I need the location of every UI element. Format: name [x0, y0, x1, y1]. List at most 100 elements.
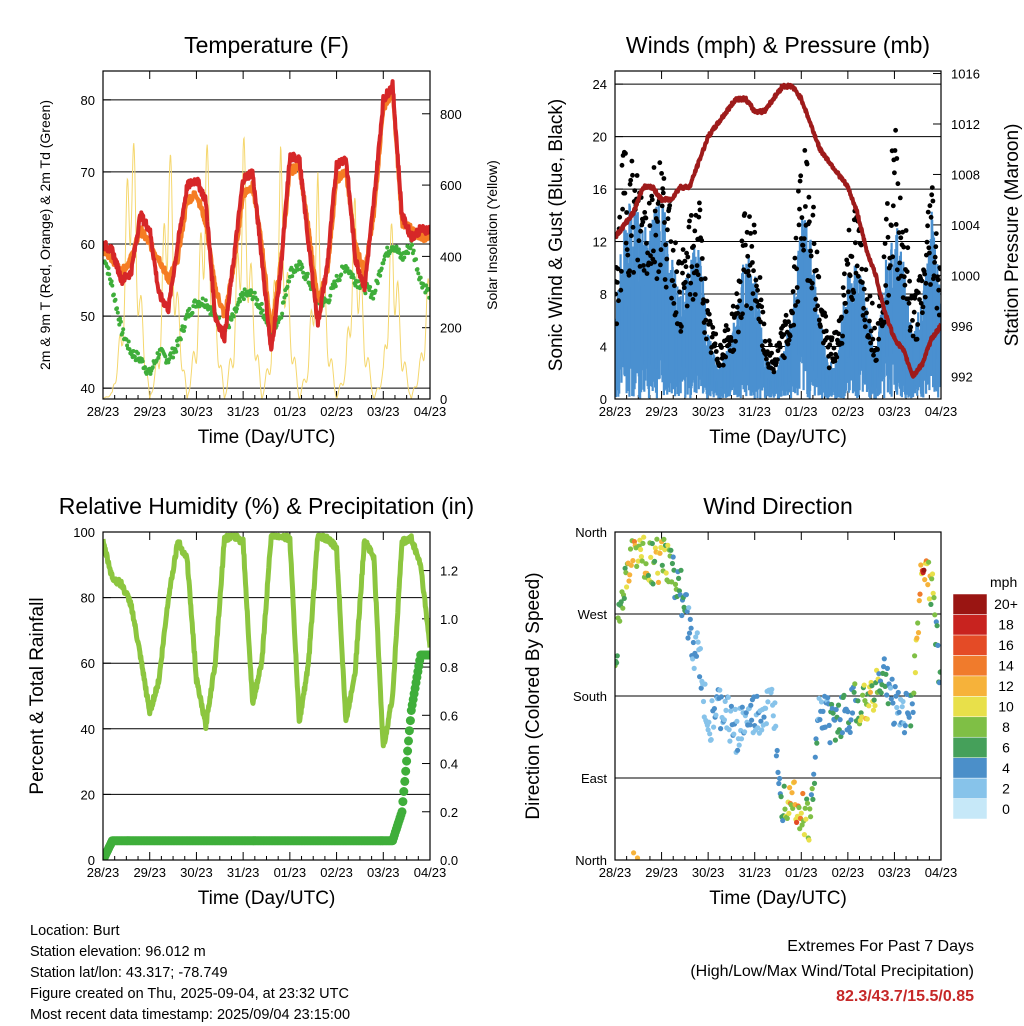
gust-point: [709, 334, 715, 340]
precip-point: [397, 807, 407, 817]
direction-point: [638, 554, 645, 560]
gust-point: [665, 216, 671, 222]
x-axis-label: Time (Day/UTC): [709, 427, 847, 448]
gust-point: [710, 325, 716, 330]
y-tick-label: 100: [73, 525, 95, 540]
gust-point: [752, 229, 758, 235]
plot-background: [103, 71, 430, 399]
direction-point: [814, 740, 820, 746]
gust-point: [745, 253, 751, 259]
dewpoint-point: [182, 325, 187, 329]
gust-point: [699, 238, 705, 243]
gust-point: [869, 300, 875, 306]
direction-point: [678, 567, 684, 573]
gust-point: [702, 330, 707, 335]
direction-point: [914, 635, 920, 641]
direction-point: [910, 709, 916, 716]
direction-point: [895, 689, 901, 696]
dewpoint-point: [385, 245, 390, 250]
dewpoint-point: [396, 247, 401, 252]
gust-point: [867, 293, 873, 299]
y2-tick-label: 0.0: [440, 853, 458, 868]
gust-point: [630, 224, 636, 230]
dewpoint-point: [106, 266, 111, 271]
direction-point: [929, 571, 936, 577]
dewpoint-point: [334, 273, 339, 278]
direction-point: [872, 703, 878, 709]
dewpoint-point: [305, 271, 310, 276]
x-tick-label: 29/23: [133, 865, 166, 880]
direction-point: [628, 562, 634, 568]
direction-point: [912, 670, 919, 676]
direction-point: [906, 714, 912, 720]
dewpoint-point: [381, 261, 386, 266]
gust-point: [906, 300, 912, 306]
gust-point: [737, 279, 743, 285]
direction-point: [851, 689, 857, 695]
gust-point: [904, 269, 910, 274]
gust-point: [646, 200, 652, 206]
dewpoint-point: [411, 248, 416, 253]
gust-point: [731, 347, 737, 353]
gust-point: [793, 303, 798, 308]
direction-point: [882, 683, 888, 690]
station-info: Location: Burt Station elevation: 96.012…: [30, 921, 350, 1026]
extremes-title: Extremes For Past 7 Days: [787, 938, 974, 955]
direction-point: [891, 720, 898, 726]
gust-point: [669, 295, 674, 301]
colorbar-level-label: 10: [998, 699, 1014, 715]
gust-point: [681, 285, 687, 291]
extremes-value: 82.3/43.7/15.5/0.85: [836, 988, 974, 1005]
gust-point: [758, 297, 764, 303]
direction-point: [645, 572, 652, 579]
direction-point: [936, 680, 941, 686]
x-tick-label: 29/23: [133, 404, 166, 419]
direction-point: [721, 717, 728, 723]
direction-point: [754, 693, 760, 699]
direction-point: [738, 736, 745, 742]
y2-tick-label: 800: [440, 107, 462, 122]
series-group: [615, 82, 941, 399]
direction-point: [888, 696, 894, 702]
direction-point: [728, 703, 735, 709]
gust-point: [885, 201, 890, 206]
direction-point: [822, 724, 828, 730]
dewpoint-point: [107, 272, 112, 277]
x-tick-label: 28/23: [599, 865, 632, 880]
direction-point: [926, 559, 932, 565]
gust-point: [796, 222, 802, 228]
direction-point: [620, 605, 626, 611]
gust-point: [726, 342, 732, 347]
direction-point: [669, 579, 675, 585]
gust-point: [740, 311, 745, 317]
direction-point: [763, 721, 770, 727]
direction-point: [829, 701, 835, 708]
series-group: [103, 79, 430, 399]
direction-point: [641, 534, 647, 540]
gust-point: [794, 285, 800, 290]
chart-title: Wind Direction: [703, 493, 853, 519]
direction-point: [804, 800, 811, 806]
direction-point: [743, 710, 749, 716]
direction-point: [687, 616, 693, 623]
direction-point: [686, 605, 692, 611]
direction-point: [695, 639, 701, 645]
dewpoint-point: [287, 279, 292, 284]
gust-point: [659, 203, 665, 209]
gust-point: [847, 273, 853, 279]
colorbar-swatch: [952, 736, 988, 758]
gust-point: [738, 315, 744, 321]
direction-point: [690, 639, 697, 646]
precip-point: [425, 650, 430, 660]
gust-point: [765, 349, 770, 355]
direction-point: [697, 674, 703, 680]
direction-point: [797, 826, 803, 832]
gust-point: [626, 272, 632, 278]
gust-point: [685, 254, 691, 260]
gust-point: [729, 338, 734, 343]
gust-point: [730, 303, 736, 309]
direction-point: [808, 814, 814, 820]
direction-point: [709, 698, 715, 704]
direction-point: [742, 729, 748, 735]
x-tick-label: 02/23: [320, 865, 353, 880]
